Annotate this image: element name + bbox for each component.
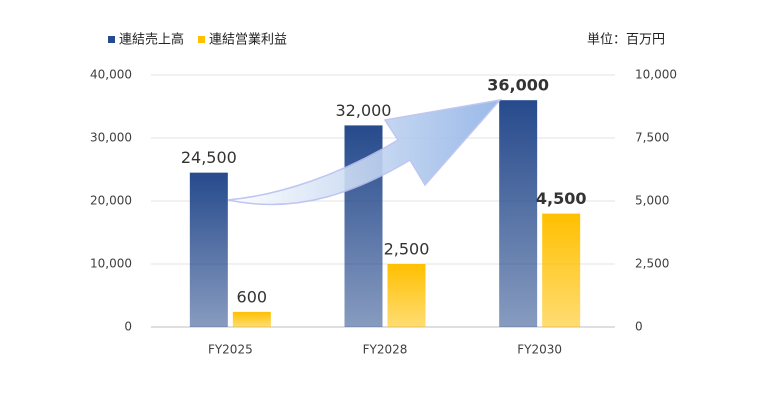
y-tick-label: 2,500 (635, 257, 669, 271)
bar (542, 213, 581, 327)
y-tick-label: 0 (124, 320, 132, 334)
legend-label: 連結営業利益 (209, 32, 287, 48)
x-tick-label: FY2025 (208, 343, 253, 357)
value-label: 600 (237, 287, 268, 306)
y-tick-label: 7,500 (635, 131, 669, 145)
legend-swatch (198, 36, 206, 43)
value-label: 32,000 (336, 101, 392, 120)
y-tick-label: 40,000 (90, 68, 132, 82)
y-tick-label: 10,000 (635, 68, 677, 82)
growth-arrow (227, 98, 502, 206)
y-tick-label: 0 (635, 320, 643, 334)
labels: 0 10,000 20,000 30,000 40,000 0 2,500 5,000 7,50… (90, 32, 677, 357)
value-label: 36,000 (487, 76, 549, 95)
y-tick-label: 30,000 (90, 131, 132, 145)
x-tick-label: FY2028 (363, 343, 408, 357)
y-tick-label: 20,000 (90, 194, 132, 208)
bar (387, 264, 426, 327)
value-label: 24,500 (181, 148, 237, 167)
legend-label: 連結売上高 (119, 32, 184, 48)
bar (499, 100, 538, 327)
bar (189, 172, 228, 327)
value-label: 2,500 (384, 240, 430, 259)
legend-swatch (108, 36, 115, 43)
value-label: 4,500 (536, 189, 587, 208)
y-tick-label: 5,000 (635, 194, 669, 208)
x-tick-label: FY2030 (517, 343, 562, 357)
y-tick-label: 10,000 (90, 257, 132, 271)
grid (151, 74, 615, 328)
unit-annotation: 単位：百万円 (587, 32, 665, 48)
bar (232, 311, 271, 327)
bars (189, 100, 581, 328)
